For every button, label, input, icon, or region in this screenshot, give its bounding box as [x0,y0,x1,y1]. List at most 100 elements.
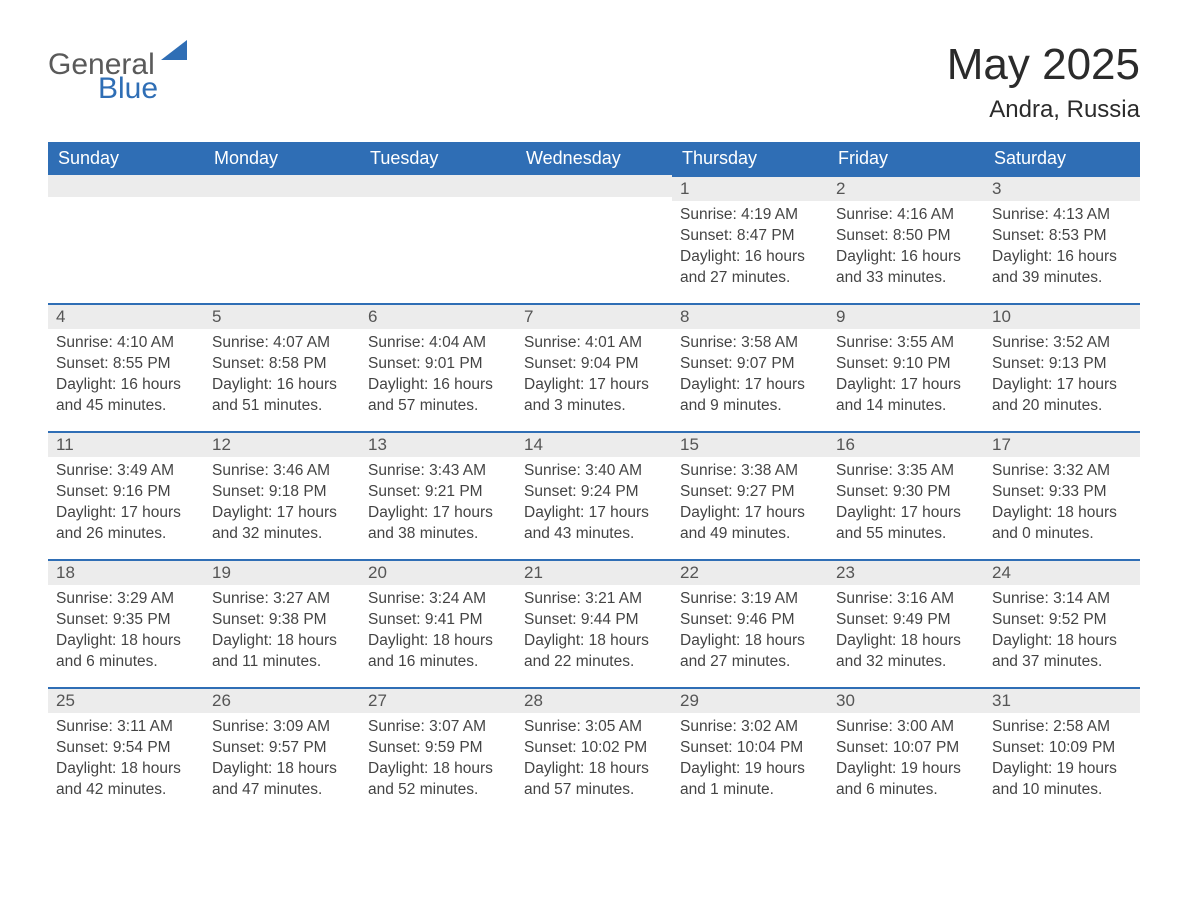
day-number: 30 [828,687,984,713]
day-details: Sunrise: 4:16 AMSunset: 8:50 PMDaylight:… [828,201,984,297]
sunrise-text: Sunrise: 3:40 AM [524,461,664,482]
daylight-text: Daylight: 17 hours and 26 minutes. [56,503,196,545]
daylight-text: Daylight: 18 hours and 42 minutes. [56,759,196,801]
calendar-cell: 26Sunrise: 3:09 AMSunset: 9:57 PMDayligh… [204,687,360,815]
day-details: Sunrise: 3:19 AMSunset: 9:46 PMDaylight:… [672,585,828,681]
sunset-text: Sunset: 9:59 PM [368,738,508,759]
calendar-cell: 28Sunrise: 3:05 AMSunset: 10:02 PMDaylig… [516,687,672,815]
daylight-text: Daylight: 18 hours and 32 minutes. [836,631,976,673]
daylight-text: Daylight: 18 hours and 52 minutes. [368,759,508,801]
brand-text: General Blue [48,40,187,104]
day-number: 16 [828,431,984,457]
weekday-header-row: SundayMondayTuesdayWednesdayThursdayFrid… [48,142,1140,175]
sunset-text: Sunset: 9:57 PM [212,738,352,759]
calendar-cell: 22Sunrise: 3:19 AMSunset: 9:46 PMDayligh… [672,559,828,687]
daylight-text: Daylight: 17 hours and 32 minutes. [212,503,352,545]
calendar-cell: 2Sunrise: 4:16 AMSunset: 8:50 PMDaylight… [828,175,984,303]
day-number: 3 [984,175,1140,201]
day-number: 11 [48,431,204,457]
day-number: 12 [204,431,360,457]
sunrise-text: Sunrise: 3:27 AM [212,589,352,610]
day-details: Sunrise: 4:13 AMSunset: 8:53 PMDaylight:… [984,201,1140,297]
sunrise-text: Sunrise: 3:38 AM [680,461,820,482]
weekday-header: Thursday [672,142,828,175]
calendar-cell: 4Sunrise: 4:10 AMSunset: 8:55 PMDaylight… [48,303,204,431]
day-details: Sunrise: 4:01 AMSunset: 9:04 PMDaylight:… [516,329,672,425]
calendar-cell: 19Sunrise: 3:27 AMSunset: 9:38 PMDayligh… [204,559,360,687]
daylight-text: Daylight: 19 hours and 6 minutes. [836,759,976,801]
calendar-cell [516,175,672,303]
sunrise-text: Sunrise: 3:46 AM [212,461,352,482]
daylight-text: Daylight: 18 hours and 6 minutes. [56,631,196,673]
daylight-text: Daylight: 16 hours and 57 minutes. [368,375,508,417]
day-details: Sunrise: 3:46 AMSunset: 9:18 PMDaylight:… [204,457,360,553]
sunset-text: Sunset: 9:52 PM [992,610,1132,631]
daylight-text: Daylight: 17 hours and 3 minutes. [524,375,664,417]
sunset-text: Sunset: 9:41 PM [368,610,508,631]
day-number: 9 [828,303,984,329]
daylight-text: Daylight: 18 hours and 47 minutes. [212,759,352,801]
calendar-cell: 27Sunrise: 3:07 AMSunset: 9:59 PMDayligh… [360,687,516,815]
sunrise-text: Sunrise: 3:11 AM [56,717,196,738]
daylight-text: Daylight: 18 hours and 37 minutes. [992,631,1132,673]
day-details: Sunrise: 2:58 AMSunset: 10:09 PMDaylight… [984,713,1140,809]
calendar-cell: 25Sunrise: 3:11 AMSunset: 9:54 PMDayligh… [48,687,204,815]
weekday-header: Monday [204,142,360,175]
sunrise-text: Sunrise: 3:07 AM [368,717,508,738]
sunset-text: Sunset: 9:21 PM [368,482,508,503]
sunrise-text: Sunrise: 3:21 AM [524,589,664,610]
day-details: Sunrise: 3:29 AMSunset: 9:35 PMDaylight:… [48,585,204,681]
day-number: 29 [672,687,828,713]
day-number: 8 [672,303,828,329]
calendar-week-row: 4Sunrise: 4:10 AMSunset: 8:55 PMDaylight… [48,303,1140,431]
daylight-text: Daylight: 19 hours and 10 minutes. [992,759,1132,801]
day-number: 22 [672,559,828,585]
day-details: Sunrise: 3:05 AMSunset: 10:02 PMDaylight… [516,713,672,809]
weekday-header: Saturday [984,142,1140,175]
calendar-cell: 16Sunrise: 3:35 AMSunset: 9:30 PMDayligh… [828,431,984,559]
day-number: 31 [984,687,1140,713]
calendar-cell: 18Sunrise: 3:29 AMSunset: 9:35 PMDayligh… [48,559,204,687]
sunrise-text: Sunrise: 4:07 AM [212,333,352,354]
day-number: 7 [516,303,672,329]
day-details: Sunrise: 3:11 AMSunset: 9:54 PMDaylight:… [48,713,204,809]
day-number: 18 [48,559,204,585]
calendar-cell [204,175,360,303]
day-details: Sunrise: 4:04 AMSunset: 9:01 PMDaylight:… [360,329,516,425]
weekday-header: Friday [828,142,984,175]
page-title: May 2025 [947,40,1140,90]
location-label: Andra, Russia [947,96,1140,124]
calendar-cell: 6Sunrise: 4:04 AMSunset: 9:01 PMDaylight… [360,303,516,431]
daylight-text: Daylight: 18 hours and 16 minutes. [368,631,508,673]
calendar-cell: 17Sunrise: 3:32 AMSunset: 9:33 PMDayligh… [984,431,1140,559]
sunrise-text: Sunrise: 4:01 AM [524,333,664,354]
day-number: 1 [672,175,828,201]
calendar-cell: 23Sunrise: 3:16 AMSunset: 9:49 PMDayligh… [828,559,984,687]
day-details: Sunrise: 3:27 AMSunset: 9:38 PMDaylight:… [204,585,360,681]
sunset-text: Sunset: 10:09 PM [992,738,1132,759]
calendar-cell: 15Sunrise: 3:38 AMSunset: 9:27 PMDayligh… [672,431,828,559]
sunset-text: Sunset: 10:02 PM [524,738,664,759]
calendar-cell: 7Sunrise: 4:01 AMSunset: 9:04 PMDaylight… [516,303,672,431]
sunset-text: Sunset: 8:53 PM [992,226,1132,247]
calendar-cell: 13Sunrise: 3:43 AMSunset: 9:21 PMDayligh… [360,431,516,559]
sunset-text: Sunset: 9:24 PM [524,482,664,503]
daylight-text: Daylight: 17 hours and 49 minutes. [680,503,820,545]
day-number: 28 [516,687,672,713]
header-row: General Blue May 2025 Andra, Russia [48,40,1140,124]
sunrise-text: Sunrise: 3:19 AM [680,589,820,610]
sunset-text: Sunset: 8:58 PM [212,354,352,375]
sunset-text: Sunset: 9:38 PM [212,610,352,631]
sunrise-text: Sunrise: 3:43 AM [368,461,508,482]
weekday-header: Wednesday [516,142,672,175]
day-number: 15 [672,431,828,457]
day-number: 23 [828,559,984,585]
day-details: Sunrise: 3:09 AMSunset: 9:57 PMDaylight:… [204,713,360,809]
calendar-week-row: 1Sunrise: 4:19 AMSunset: 8:47 PMDaylight… [48,175,1140,303]
sunset-text: Sunset: 9:54 PM [56,738,196,759]
day-number: 10 [984,303,1140,329]
daylight-text: Daylight: 17 hours and 14 minutes. [836,375,976,417]
sunset-text: Sunset: 9:18 PM [212,482,352,503]
empty-day-header [204,175,360,197]
calendar-cell [360,175,516,303]
